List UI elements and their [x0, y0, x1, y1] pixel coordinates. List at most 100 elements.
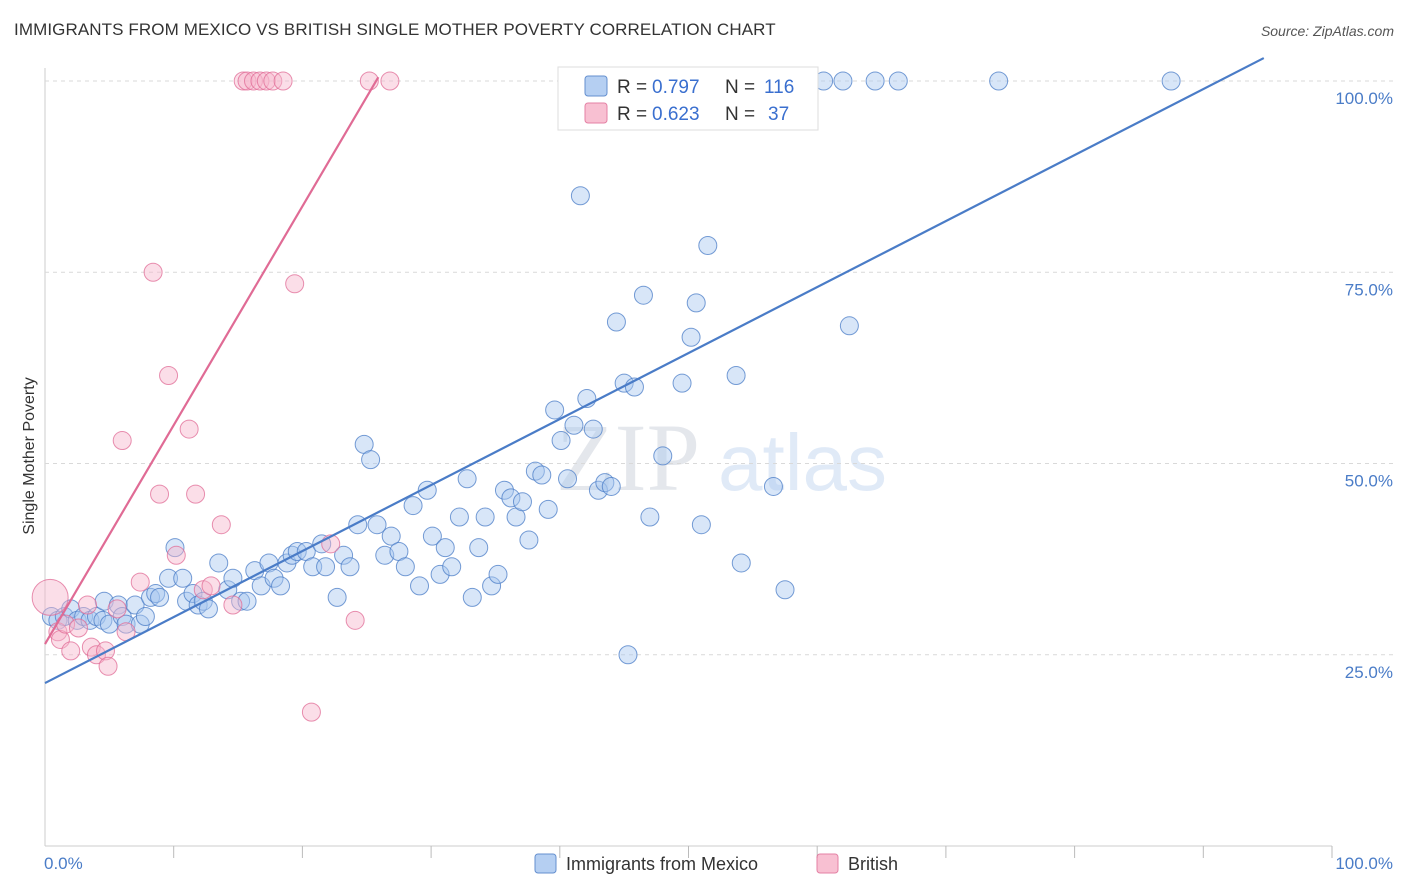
- legend-n-label-mexico: N =: [725, 77, 755, 98]
- point-british-14: [130, 572, 150, 592]
- y-tick-label-25: 25.0%: [1345, 663, 1393, 682]
- bottom-legend-swatch-mexico: [534, 853, 557, 874]
- x-tick-label-left: 0.0%: [44, 854, 83, 873]
- bottom-legend-swatch-british: [816, 853, 839, 874]
- point-mexico-111: [888, 71, 908, 91]
- point-mexico-85: [588, 480, 608, 500]
- point-mexico-47: [340, 557, 360, 577]
- point-british-24: [223, 595, 243, 615]
- point-mexico-56: [403, 496, 423, 516]
- point-mexico-16: [135, 607, 155, 626]
- trendlines: [44, 57, 1265, 685]
- point-mexico-68: [482, 576, 502, 596]
- point-british-19: [179, 419, 199, 439]
- point-mexico-77: [538, 499, 558, 519]
- point-mexico-81: [564, 415, 584, 435]
- point-mexico-45: [327, 587, 347, 607]
- point-mexico-55: [395, 557, 415, 577]
- point-mexico-92: [633, 285, 653, 305]
- point-mexico-93: [640, 507, 660, 527]
- point-mexico-51: [367, 515, 387, 535]
- point-british-30: [263, 71, 283, 91]
- legend: R = 0.797 N = 116 R = 0.623 N = 37: [557, 66, 819, 131]
- point-mexico-60: [430, 564, 450, 584]
- point-mexico-78: [545, 400, 565, 420]
- point-mexico-37: [271, 576, 291, 596]
- point-mexico-62: [442, 557, 462, 577]
- point-mexico-71: [501, 488, 521, 508]
- point-british-6: [77, 595, 97, 615]
- point-british-22: [201, 576, 221, 596]
- point-mexico-63: [449, 507, 469, 527]
- point-mexico-21: [165, 538, 185, 558]
- point-british-5: [68, 618, 88, 638]
- point-british-33: [301, 702, 321, 722]
- legend-n-value-mexico: 116: [764, 77, 794, 98]
- trendline-mexico: [44, 57, 1265, 685]
- point-mexico-105: [763, 476, 783, 496]
- point-british-35: [345, 610, 365, 630]
- bottom-legend-label-british: British: [848, 854, 898, 874]
- point-mexico-84: [583, 419, 603, 439]
- point-mexico-103: [731, 553, 751, 573]
- point-mexico-69: [488, 564, 508, 584]
- point-mexico-52: [375, 545, 395, 565]
- trendline-british: [44, 76, 380, 645]
- point-mexico-20: [159, 568, 179, 588]
- y-tick-label-75: 75.0%: [1345, 280, 1393, 299]
- legend-n-value-british: 37: [768, 104, 789, 125]
- legend-swatch-mexico: [584, 75, 608, 97]
- point-british-13: [112, 431, 132, 451]
- point-mexico-36: [264, 568, 284, 588]
- point-mexico-102: [726, 366, 746, 386]
- point-mexico-80: [558, 469, 578, 489]
- point-british-27: [243, 71, 263, 91]
- point-mexico-106: [775, 580, 795, 600]
- point-mexico-113: [1161, 71, 1181, 91]
- point-mexico-109: [839, 316, 859, 336]
- point-mexico-79: [551, 431, 571, 451]
- point-mexico-59: [422, 526, 442, 546]
- point-mexico-53: [381, 526, 401, 546]
- series-british: [31, 71, 400, 722]
- point-british-4: [61, 641, 81, 661]
- watermark-atlas: atlas: [718, 418, 887, 507]
- point-mexico-88: [606, 312, 626, 332]
- point-mexico-94: [653, 446, 673, 466]
- point-mexico-99: [698, 235, 718, 255]
- point-british-29: [256, 71, 276, 91]
- point-mexico-96: [681, 327, 701, 347]
- point-british-31: [273, 71, 293, 91]
- y-axis-title: Single Mother Poverty: [21, 377, 38, 534]
- point-british-28: [250, 71, 270, 91]
- x-tick-label-right: 100.0%: [1335, 854, 1393, 873]
- y-tick-label-100: 100.0%: [1335, 89, 1393, 108]
- point-mexico-73: [512, 492, 532, 512]
- point-mexico-66: [469, 538, 489, 558]
- point-mexico-90: [618, 645, 638, 665]
- point-mexico-44: [316, 557, 336, 577]
- legend-r-label-british: R =: [617, 104, 647, 125]
- point-british-18: [166, 545, 186, 565]
- point-mexico-97: [686, 293, 706, 313]
- point-mexico-74: [519, 530, 539, 550]
- point-mexico-50: [361, 450, 381, 470]
- point-mexico-64: [457, 469, 477, 489]
- bottom-legend-label-mexico: Immigrants from Mexico: [566, 854, 758, 874]
- y-tick-label-50: 50.0%: [1345, 472, 1393, 491]
- chart-source: Source: ZipAtlas.com: [1260, 23, 1394, 39]
- point-mexico-95: [672, 373, 692, 393]
- point-mexico-61: [435, 538, 455, 558]
- legend-n-label-british: N =: [725, 104, 755, 125]
- legend-r-value-mexico: 0.797: [652, 77, 700, 98]
- point-british-11: [107, 599, 127, 619]
- chart-title: IMMIGRANTS FROM MEXICO VS BRITISH SINGLE…: [14, 20, 776, 39]
- point-mexico-57: [410, 576, 430, 596]
- point-mexico-110: [865, 71, 885, 91]
- point-british-37: [380, 71, 400, 91]
- legend-r-value-british: 0.623: [652, 104, 700, 125]
- point-mexico-87: [601, 476, 621, 496]
- point-mexico-70: [494, 480, 514, 500]
- point-mexico-108: [833, 71, 853, 91]
- point-mexico-67: [475, 507, 495, 527]
